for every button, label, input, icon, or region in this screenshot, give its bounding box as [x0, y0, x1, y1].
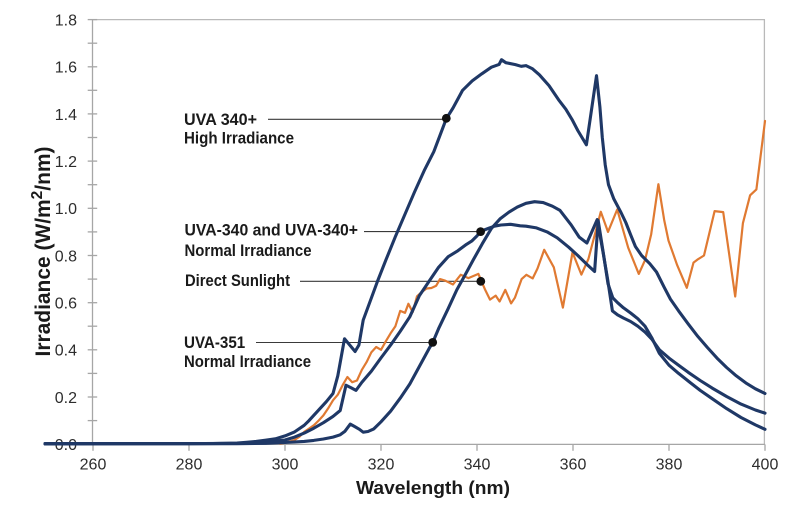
- svg-text:Normal Irradiance: Normal Irradiance: [185, 241, 312, 260]
- svg-text:380: 380: [656, 456, 683, 473]
- svg-text:300: 300: [272, 456, 299, 473]
- svg-text:UVA-340 and UVA-340+: UVA-340 and UVA-340+: [185, 220, 359, 239]
- svg-text:400: 400: [752, 456, 779, 473]
- svg-text:Normal Irradiance: Normal Irradiance: [184, 352, 311, 371]
- svg-text:UVA 340+: UVA 340+: [184, 110, 257, 129]
- svg-text:0.6: 0.6: [55, 296, 77, 313]
- svg-text:340: 340: [464, 456, 491, 473]
- svg-text:0.2: 0.2: [55, 390, 77, 407]
- svg-text:360: 360: [560, 456, 587, 473]
- svg-text:0.8: 0.8: [55, 248, 77, 265]
- svg-text:Wavelength (nm): Wavelength (nm): [356, 477, 510, 498]
- svg-text:280: 280: [176, 456, 203, 473]
- svg-text:1.8: 1.8: [55, 13, 77, 30]
- svg-text:UVA-351: UVA-351: [184, 333, 245, 352]
- svg-text:Direct Sunlight: Direct Sunlight: [185, 271, 290, 290]
- svg-text:High Irradiance: High Irradiance: [184, 128, 294, 147]
- svg-text:1.6: 1.6: [55, 60, 77, 77]
- svg-text:1.0: 1.0: [55, 201, 77, 218]
- svg-text:Irradiance (W/m2/nm): Irradiance (W/m2/nm): [29, 147, 55, 357]
- svg-text:260: 260: [80, 456, 107, 473]
- svg-text:1.4: 1.4: [55, 107, 77, 124]
- svg-text:320: 320: [368, 456, 395, 473]
- svg-text:0.0: 0.0: [55, 437, 77, 454]
- svg-text:1.2: 1.2: [55, 154, 77, 171]
- svg-text:0.4: 0.4: [55, 343, 77, 360]
